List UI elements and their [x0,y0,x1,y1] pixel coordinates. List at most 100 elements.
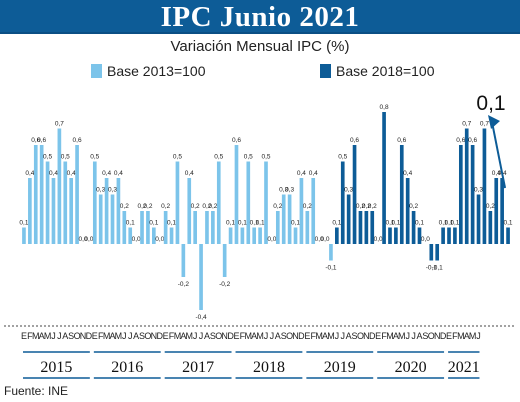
month-tick-label: A [251,331,257,341]
base-2018-bar [500,178,504,244]
month-tick-label: J [405,331,410,341]
data-label: -0,1 [325,265,337,272]
base-2013-bar [152,227,156,244]
data-label: 0,1 [415,220,424,227]
data-label: 0,3 [279,187,288,194]
base-2018-bar [382,112,386,244]
base-2013-bar [128,227,133,244]
month-tick-label: M [386,331,394,341]
base-2018-bar [435,244,440,261]
month-tick-label: E [304,331,310,341]
base-2013-bar [22,227,26,244]
data-label: 0,1 [250,220,259,227]
month-tick-label: S [352,331,358,341]
chart-title: IPC Junio 2021 [160,1,360,33]
base-2013-bar [281,194,286,244]
month-tick-label: N [221,331,228,341]
month-tick-label: M [44,331,52,341]
data-label: 0,6 [232,137,241,144]
data-label: 0,3 [344,187,353,194]
month-tick-label: F [310,331,316,341]
base-2013-bar [122,211,127,244]
data-label: 0,1 [19,220,28,227]
month-tick-label: A [204,331,210,341]
base-2013-bar [275,211,280,244]
year-label: 2017 [182,359,214,376]
data-label: 0,4 [114,170,123,177]
month-tick-label: J [122,331,127,341]
data-label: 0,0 [267,236,276,243]
base-2013-bar [299,178,304,244]
data-label: 0,2 [356,203,365,210]
base-2013-bar [39,145,44,244]
data-label: 0,1 [291,220,300,227]
month-tick-label: S [139,331,145,341]
data-label: 0,4 [492,170,501,177]
legend-swatch-base-2018 [320,64,331,78]
data-label: 0,6 [397,137,406,144]
data-label: 0,0 [132,236,141,243]
month-tick-label: A [346,331,352,341]
month-tick-label: S [210,331,216,341]
year-label: 2015 [40,359,72,376]
base-2013-bar [187,178,192,244]
month-tick-label: J [57,331,62,341]
base-2013-bar [234,145,239,244]
month-tick-label: E [163,331,169,341]
base-2013-bar [305,211,310,244]
month-tick-label: E [21,331,27,341]
month-tick-label: D [440,331,447,341]
base-2013-bar [63,161,68,244]
year-label: 2018 [253,359,285,376]
data-label: 0,2 [486,203,495,210]
month-tick-label: M [103,331,111,341]
base-2018-bar [370,211,375,244]
data-label: 0,5 [338,154,347,161]
data-label: 0,2 [303,203,312,210]
data-label: 0,0 [84,236,93,243]
data-label: 0,3 [474,187,483,194]
data-label: 0,0 [78,236,87,243]
month-tick-label: D [369,331,376,341]
month-tick-label: A [416,331,422,341]
data-label: 0,5 [261,154,270,161]
data-label: 0,1 [385,220,394,227]
month-tick-label: F [98,331,104,341]
data-label: 0,7 [55,121,64,128]
base-2013-bar [140,211,144,244]
data-label: 0,2 [368,203,377,210]
data-label: 0,6 [468,137,477,144]
base-2013-bar [45,161,50,244]
legend-item-base-2013: Base 2013=100 [91,63,205,79]
base-2018-bar [346,194,351,244]
base-2013-bar [181,244,186,277]
base-2013-bar [258,227,262,244]
data-label: -0,1 [432,265,444,272]
base-2018-bar [335,227,339,244]
legend-swatch-base-2013 [91,64,102,78]
data-label: 0,5 [173,154,182,161]
data-label: 0,4 [67,170,76,177]
month-tick-label: E [375,331,381,341]
data-label: 0,1 [226,220,235,227]
base-2018-bar [417,227,422,244]
chart-subtitle: Variación Mensual IPC (%) [170,38,350,55]
data-label: 0,4 [25,170,34,177]
legend-label-base-2018: Base 2018=100 [336,63,435,79]
data-label: 0,0 [321,236,330,243]
base-2013-bar [199,244,203,310]
month-tick-label: D [86,331,93,341]
data-label: 0,6 [31,137,40,144]
month-tick-label: F [240,331,246,341]
month-tick-label: A [322,331,328,341]
month-tick-label: M [315,331,323,341]
data-label: 0,1 [504,220,513,227]
base-2018-bar [453,227,457,244]
data-label: 0,6 [350,137,359,144]
data-label: 0,4 [49,170,58,177]
data-label: 0,4 [403,170,412,177]
base-2013-bar [104,178,109,244]
base-2018-bar [388,227,392,244]
month-tick-label: A [393,331,399,341]
data-label: 0,2 [137,203,146,210]
